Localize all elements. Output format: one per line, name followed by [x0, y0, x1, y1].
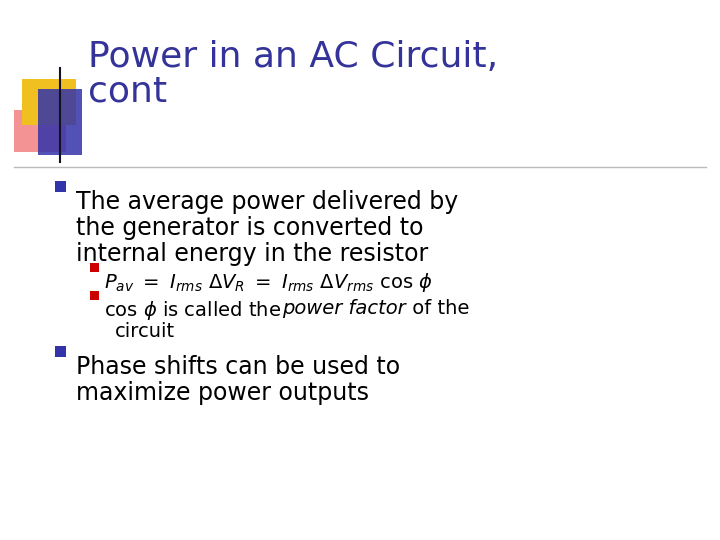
Bar — [90, 291, 99, 300]
Text: power factor: power factor — [282, 299, 405, 318]
Bar — [55, 181, 66, 192]
Bar — [14, 110, 66, 152]
Text: $\mathrm{cos}\ \phi$ is called the: $\mathrm{cos}\ \phi$ is called the — [104, 299, 282, 322]
Bar — [55, 346, 66, 357]
Text: cont: cont — [88, 75, 167, 109]
Bar — [22, 79, 76, 125]
Text: of the: of the — [405, 299, 469, 318]
Text: maximize power outputs: maximize power outputs — [76, 381, 369, 405]
Text: the generator is converted to: the generator is converted to — [76, 216, 423, 240]
Text: $P_{av}\ =\ I_{rms}\ \Delta V_R\ =\ I_{rms}\ \Delta V_{rms}\ \mathrm{cos}\ \phi$: $P_{av}\ =\ I_{rms}\ \Delta V_R\ =\ I_{r… — [104, 271, 433, 294]
Text: The average power delivered by: The average power delivered by — [76, 190, 458, 214]
Text: circuit: circuit — [115, 322, 175, 341]
Bar — [38, 89, 82, 155]
Bar — [90, 263, 99, 272]
Text: Power in an AC Circuit,: Power in an AC Circuit, — [88, 40, 498, 74]
Text: Phase shifts can be used to: Phase shifts can be used to — [76, 355, 400, 379]
Text: internal energy in the resistor: internal energy in the resistor — [76, 242, 428, 266]
